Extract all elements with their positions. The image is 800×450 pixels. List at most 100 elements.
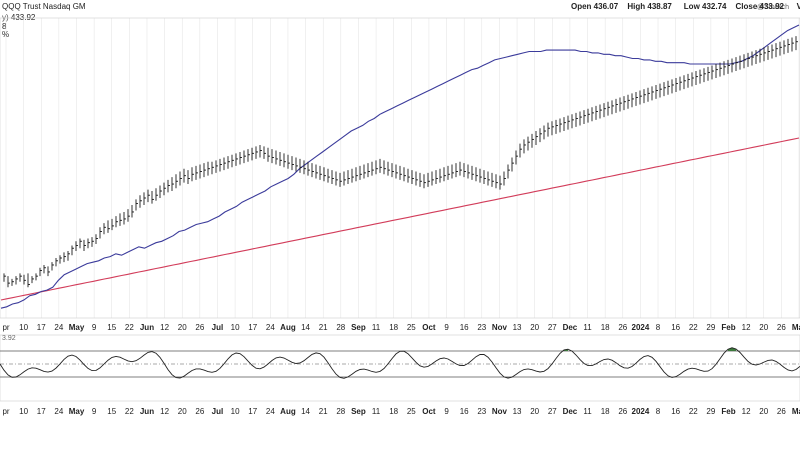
price-bar — [235, 153, 238, 166]
price-bar — [395, 164, 398, 179]
price-bar — [131, 204, 134, 218]
price-bar — [547, 122, 550, 137]
ohlc-high: High 438.87 — [627, 2, 672, 11]
x-tick-label: 13 — [513, 323, 522, 332]
price-bar — [579, 111, 582, 126]
x-tick-label: 10 — [231, 323, 240, 332]
price-bar — [503, 171, 506, 186]
x-tick-label: 18 — [389, 323, 398, 332]
x-tick-label: 27 — [548, 323, 557, 332]
price-bar — [779, 41, 782, 56]
price-bar — [387, 161, 390, 176]
price-bar — [11, 278, 14, 286]
x-tick-label: 8 — [656, 323, 661, 332]
price-bar — [723, 61, 726, 76]
price-bar — [507, 164, 510, 179]
price-bar — [139, 195, 142, 208]
price-bar — [211, 161, 214, 175]
price-bar — [67, 251, 70, 261]
price-x-axis: pr 10 17 24 May 9 15 22 Jun 12 20 26 Jul 10 17 24 Aug 14 2… — [2, 323, 800, 332]
price-bar — [455, 163, 458, 178]
x-tick-label: 15 — [107, 323, 116, 332]
x-tick-label: 12 — [742, 323, 751, 332]
price-bar — [207, 161, 210, 176]
x-tick-label: 10 — [19, 323, 28, 332]
price-bar — [203, 163, 206, 178]
x-tick-label: 18 — [601, 407, 610, 416]
price-bar — [727, 59, 730, 74]
price-bar — [147, 189, 150, 203]
price-bar — [323, 167, 326, 182]
price-bar — [279, 151, 282, 166]
price-bar — [651, 86, 654, 101]
x-tick-label: Sep — [351, 407, 366, 416]
price-bar — [743, 54, 746, 69]
price-bar — [343, 171, 346, 186]
ohlc-open: Open 436.07 — [571, 2, 619, 11]
price-bars — [3, 36, 798, 288]
x-tick-label: 23 — [477, 407, 486, 416]
x-tick-label: 8 — [656, 407, 661, 416]
x-tick-label: 28 — [336, 323, 345, 332]
price-bar — [655, 84, 658, 99]
price-bar — [59, 255, 62, 264]
price-bar — [179, 171, 182, 186]
x-tick-label: Jul — [212, 323, 224, 332]
last-price: y) 433.92 — [2, 13, 36, 22]
price-bar — [271, 149, 274, 164]
price-bar — [487, 171, 490, 186]
price-grid — [5, 18, 800, 318]
price-bar — [367, 163, 370, 178]
x-tick-label: Nov — [492, 323, 508, 332]
price-bar — [683, 75, 686, 90]
price-bar — [319, 165, 322, 180]
price-bar — [475, 167, 478, 182]
price-bar — [599, 104, 602, 119]
x-tick-label: May — [69, 323, 85, 332]
price-bar — [703, 68, 706, 83]
price-bar — [611, 100, 614, 115]
x-tick-label: 11 — [583, 323, 592, 332]
price-bar — [347, 170, 350, 185]
price-bar — [363, 164, 366, 179]
ma200-line — [0, 137, 800, 301]
x-tick-label: 12 — [160, 407, 169, 416]
x-tick-label: 25 — [407, 407, 416, 416]
price-bar — [775, 43, 778, 58]
price-bar — [299, 158, 302, 173]
price-bar — [783, 40, 786, 55]
price-bar — [535, 131, 538, 145]
x-tick-label: 26 — [618, 323, 627, 332]
price-bar — [31, 276, 34, 284]
price-bar — [735, 57, 738, 72]
price-bar — [411, 170, 414, 185]
x-tick-label: 10 — [19, 407, 28, 416]
price-bar — [79, 238, 82, 249]
x-tick-label: 20 — [530, 407, 539, 416]
price-bar — [307, 161, 310, 176]
indicator-x-axis: pr 10 17 24 May 9 15 22 Jun 12 20 26 Jul 10 17 24 Aug 14 2… — [2, 407, 800, 416]
chart-title: QQQ Trust Nasdaq GM — [2, 2, 86, 11]
price-bar — [231, 154, 234, 168]
price-bar — [339, 172, 342, 187]
price-bar — [259, 144, 262, 158]
price-bar — [719, 62, 722, 77]
x-tick-label: 16 — [671, 323, 680, 332]
price-bar — [555, 119, 558, 134]
price-bar — [423, 174, 426, 189]
credit: @Stockch — [757, 4, 789, 11]
x-tick-label: pr — [2, 407, 9, 416]
price-bar — [463, 163, 466, 178]
price-bar — [711, 65, 714, 80]
price-bar — [335, 171, 338, 186]
x-tick-label: 11 — [372, 407, 381, 416]
x-tick-label: 20 — [178, 323, 187, 332]
price-bar — [75, 241, 78, 252]
price-bar — [35, 273, 38, 281]
price-bar — [39, 267, 42, 277]
price-bar — [551, 121, 554, 136]
price-bar — [7, 276, 10, 288]
price-bar — [191, 167, 194, 182]
x-tick-label: 26 — [618, 407, 627, 416]
price-bar — [127, 209, 130, 222]
